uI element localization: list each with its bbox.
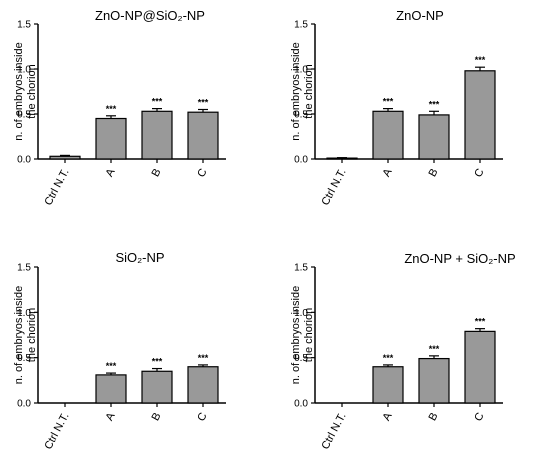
x-category-label: C (195, 411, 209, 424)
y-tick-label: 1.0 (294, 308, 308, 319)
y-axis-title-line: the chorion (26, 308, 38, 362)
bar (187, 111, 219, 160)
y-tick-label: 0.0 (17, 399, 31, 410)
y-axis-title: n. of embryos insidethe chorion (290, 42, 315, 140)
x-category-label: A (104, 410, 118, 423)
x-category-label: Ctrl N.T. (319, 411, 348, 452)
y-axis-title: n. of embryos insidethe chorion (13, 286, 38, 384)
x-category-label: A (381, 166, 395, 179)
chart-title: ZnO-NP + SiO₂-NP (404, 251, 515, 266)
bar (372, 110, 404, 160)
bar (49, 155, 81, 160)
significance-label: *** (383, 97, 394, 107)
significance-label: *** (152, 357, 163, 367)
y-tick-label: 0.0 (17, 155, 31, 166)
significance-label: *** (198, 353, 209, 363)
y-tick-label: 0.0 (294, 399, 308, 410)
x-category-label: B (150, 167, 164, 179)
y-axis-title-line: n. of embryos inside (13, 286, 25, 384)
significance-label: *** (152, 97, 163, 107)
y-tick-label: 1.5 (294, 20, 308, 31)
y-axis-title-line: n. of embryos inside (290, 286, 302, 384)
x-category-label: Ctrl N.T. (319, 167, 348, 208)
x-category-label: C (472, 411, 486, 424)
significance-label: *** (475, 317, 486, 327)
panel-sio2np: SiO₂-NPn. of embryos insidethe chorion0.… (13, 250, 226, 451)
y-tick-label: 1.0 (17, 308, 31, 319)
significance-label: *** (383, 353, 394, 363)
x-category-label: B (427, 167, 441, 179)
bar (141, 110, 173, 160)
y-axis-title: n. of embryos insidethe chorion (290, 286, 315, 384)
bar (187, 366, 219, 404)
significance-label: *** (429, 99, 440, 109)
bar (141, 370, 173, 404)
y-axis-title-line: n. of embryos inside (13, 42, 25, 140)
bar (464, 330, 496, 404)
bar (95, 117, 127, 160)
bar (372, 366, 404, 404)
panel-znonp-at-sio2np: ZnO-NP@SiO₂-NP n. of embryos insidethe ch… (13, 8, 226, 207)
significance-label: *** (429, 344, 440, 354)
y-tick-label: 0.5 (294, 110, 308, 121)
y-axis-title-line: n. of embryos inside (290, 42, 302, 140)
x-category-label: A (104, 166, 118, 179)
x-category-label: Ctrl N.T. (42, 411, 71, 452)
bar (464, 70, 496, 160)
chart-title: ZnO-NP (396, 8, 444, 23)
x-category-label: B (427, 411, 441, 423)
significance-label: *** (106, 104, 117, 114)
y-tick-label: 1.0 (294, 65, 308, 76)
y-tick-label: 1.5 (17, 263, 31, 274)
y-tick-label: 1.0 (17, 65, 31, 76)
x-category-label: B (150, 411, 164, 423)
chart-title: ZnO-NP@SiO₂-NP (95, 8, 205, 23)
panel-znonp-plus-sio2np: ZnO-NP + SiO₂-NP n. of embryos insidethe … (290, 251, 516, 451)
y-tick-label: 0.5 (294, 353, 308, 364)
y-axis-title-line: the chorion (303, 308, 315, 362)
y-tick-label: 0.0 (294, 155, 308, 166)
x-category-label: A (381, 410, 395, 423)
bar (95, 374, 127, 404)
panel-znonp: ZnO-NP n. of embryos insidethe chorion 0.0… (290, 8, 503, 207)
x-category-label: C (195, 167, 209, 180)
y-tick-label: 1.5 (17, 20, 31, 31)
chart-title: SiO₂-NP (115, 250, 164, 265)
x-category-label: C (472, 167, 486, 180)
bar (418, 114, 450, 160)
y-tick-label: 0.5 (17, 110, 31, 121)
x-category-label: Ctrl N.T. (42, 167, 71, 208)
significance-label: *** (198, 98, 209, 108)
significance-label: *** (475, 55, 486, 65)
y-tick-label: 1.5 (294, 263, 308, 274)
y-tick-label: 0.5 (17, 353, 31, 364)
y-axis-title-line: the chorion (303, 64, 315, 118)
y-axis-title-line: the chorion (26, 64, 38, 118)
bar (418, 357, 450, 404)
y-axis-title: n. of embryos insidethe chorion (13, 42, 38, 140)
significance-label: *** (106, 361, 117, 371)
